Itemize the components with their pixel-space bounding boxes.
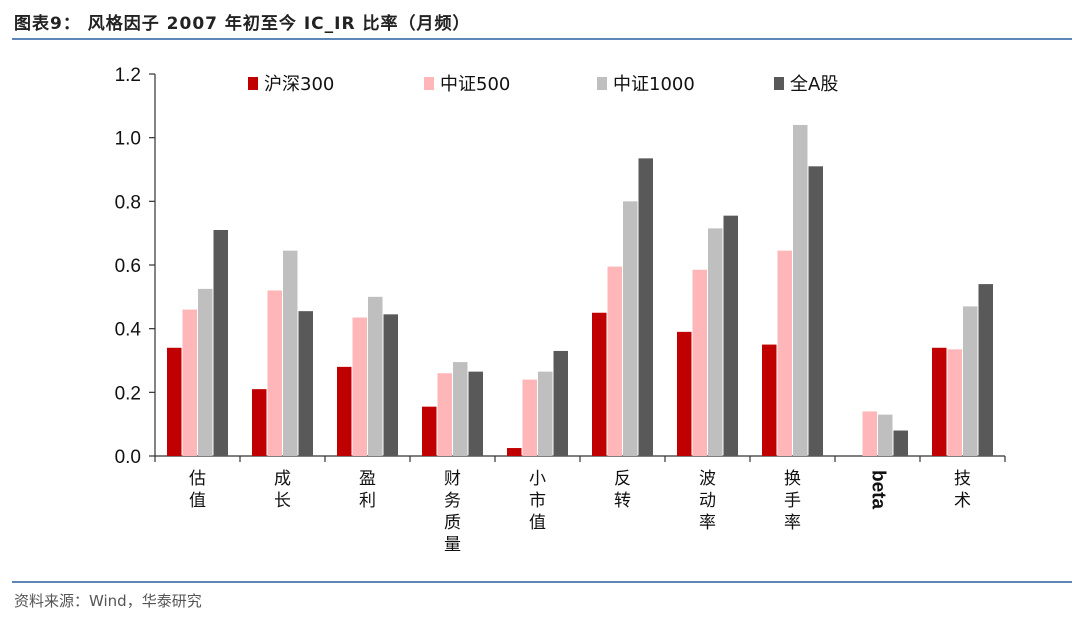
bar-沪深300-换手率 [762,344,777,456]
x-category-label: 反转 [614,469,631,511]
legend-label: 中证1000 [613,74,695,95]
top-divider [12,38,1072,40]
x-category-label: 技术 [954,469,971,511]
bar-中证500-波动率 [692,269,707,456]
legend-label: 全A股 [790,74,838,95]
bar-中证1000-反转 [623,201,638,456]
bar-全A股-反转 [638,158,653,456]
bar-中证1000-技术 [963,306,978,456]
bar-中证500-财务质量 [437,373,452,456]
bar-沪深300-估值 [167,347,182,456]
figure-title: 图表9： 风格因子 2007 年初至今 IC_IR 比率（月频） [14,14,471,34]
bar-沪深300-波动率 [677,331,692,456]
legend-label: 中证500 [440,74,510,95]
x-category-label: 换手率 [784,469,801,533]
bar-沪深300-成长 [252,389,267,456]
bar-中证1000-估值 [198,288,213,456]
bar-chart: 0.0 0.2 0.4 0.6 0.8 1.0 1.2 估值 成长 盈利 财务质量 小市值 反转 波动率 换… [115,65,1006,555]
x-category-label: 波动率 [699,469,716,533]
y-tick-label: 1.0 [115,129,141,150]
x-category-label: beta [867,470,888,510]
bar-中证500-小市值 [522,379,537,456]
legend-swatch-中证500 [424,77,434,90]
bar-沪深300-反转 [592,312,607,456]
bar-全A股-盈利 [383,314,398,456]
bar-全A股-成长 [298,311,313,456]
y-tick-label: 0.4 [115,320,142,341]
x-category-label: 小市值 [529,469,546,533]
y-tick-label: 0.6 [115,256,141,277]
legend-swatch-沪深300 [248,77,258,90]
bar-中证500-盈利 [352,317,367,456]
bar-中证1000-小市值 [538,371,553,456]
x-category-label: 财务质量 [444,469,461,555]
bar-全A股-beta [893,430,908,456]
y-tick-label: 0.2 [115,383,141,404]
bar-沪深300-财务质量 [422,406,437,456]
bar-全A股-换手率 [808,166,823,457]
bottom-divider [12,581,1072,583]
bar-中证1000-beta [878,414,893,456]
y-tick-label: 1.2 [115,65,141,86]
bar-中证500-反转 [607,266,622,456]
bar-沪深300-技术 [932,347,947,456]
bar-沪深300-盈利 [337,366,352,456]
bar-全A股-小市值 [553,350,568,456]
bar-中证500-技术 [947,349,962,456]
bar-中证1000-财务质量 [453,362,468,456]
y-tick-label: 0.8 [115,192,141,213]
legend-label: 沪深300 [264,74,334,95]
bar-全A股-财务质量 [468,371,483,456]
bar-中证500-估值 [182,309,197,456]
bar-沪深300-小市值 [507,448,522,456]
bar-全A股-技术 [978,284,993,456]
legend-swatch-中证1000 [597,77,607,90]
y-tick-label: 0.0 [115,447,141,468]
x-category-label: 估值 [189,469,206,511]
bar-中证1000-盈利 [368,296,383,456]
legend-swatch-全A股 [774,77,784,90]
bar-中证1000-波动率 [708,228,723,456]
bar-中证500-换手率 [777,250,792,456]
bar-中证500-beta [862,411,877,456]
x-category-label: 盈利 [359,469,376,511]
bar-中证1000-成长 [283,250,298,456]
x-category-label: 成长 [274,469,291,511]
bar-中证1000-换手率 [793,124,808,456]
source-note: 资料来源：Wind，华泰研究 [14,592,202,610]
bar-全A股-估值 [213,229,228,456]
bar-全A股-波动率 [723,215,738,456]
bar-中证500-成长 [267,290,282,456]
